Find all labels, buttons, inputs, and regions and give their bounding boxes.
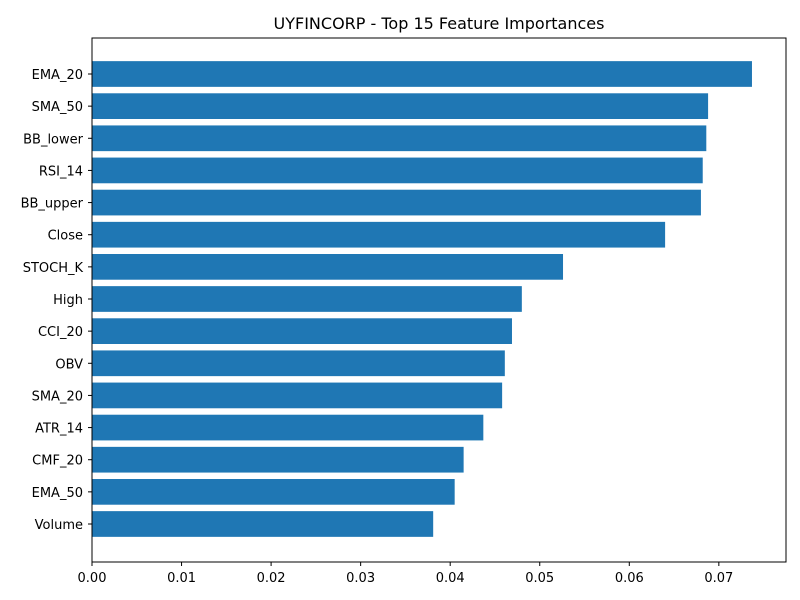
y-tick-label: CMF_20 — [32, 454, 83, 469]
x-tick-label: 0.01 — [167, 571, 196, 586]
x-tick-label: 0.05 — [525, 571, 554, 586]
y-tick-label: EMA_50 — [32, 486, 83, 501]
bar-volume — [92, 511, 434, 537]
y-tick-label: Close — [48, 229, 83, 244]
bar-cci-20 — [92, 318, 512, 344]
x-tick-label: 0.02 — [257, 571, 286, 586]
x-tick-label: 0.03 — [346, 571, 375, 586]
chart-title: UYFINCORP - Top 15 Feature Importances — [274, 14, 605, 33]
y-tick-label: BB_upper — [21, 197, 84, 212]
y-tick-label: BB_lower — [23, 132, 84, 147]
y-tick-label: EMA_20 — [32, 68, 83, 83]
bar-stoch-k — [92, 254, 564, 280]
bar-bb-lower — [92, 125, 707, 152]
bar-ema-20 — [92, 61, 752, 87]
bar-sma-20 — [92, 382, 503, 409]
bar-rsi-14 — [92, 157, 703, 184]
bar-bb-upper — [92, 189, 701, 216]
y-tick-label: CCI_20 — [38, 325, 83, 340]
bar-obv — [92, 350, 505, 377]
y-axis-ticks: EMA_20 SMA_50 BB_lower RSI_14 BB_upper Close S… — [21, 68, 92, 533]
bar-cmf-20 — [92, 446, 464, 473]
y-tick-label: SMA_20 — [32, 389, 83, 404]
bar-high — [92, 286, 522, 312]
plot-frame — [91, 37, 787, 563]
y-tick-label: SMA_50 — [32, 100, 83, 115]
x-tick-label: 0.06 — [615, 571, 644, 586]
bar-atr-14 — [92, 414, 484, 441]
x-axis-ticks: 0.00 0.01 0.02 0.03 0.04 0.05 0.06 0.07 — [78, 562, 733, 586]
bars-group — [92, 61, 752, 537]
y-tick-label: RSI_14 — [39, 164, 83, 179]
y-tick-label: OBV — [55, 357, 83, 372]
x-tick-label: 0.07 — [704, 571, 733, 586]
y-tick-label: Volume — [35, 518, 83, 533]
x-tick-label: 0.04 — [436, 571, 465, 586]
y-tick-label: ATR_14 — [35, 422, 83, 437]
bar-sma-50 — [92, 93, 709, 119]
bar-ema-50 — [92, 479, 455, 505]
x-tick-label: 0.00 — [78, 571, 107, 586]
bar-close — [92, 221, 666, 248]
y-tick-label: STOCH_K — [23, 261, 84, 276]
y-tick-label: High — [53, 293, 83, 308]
